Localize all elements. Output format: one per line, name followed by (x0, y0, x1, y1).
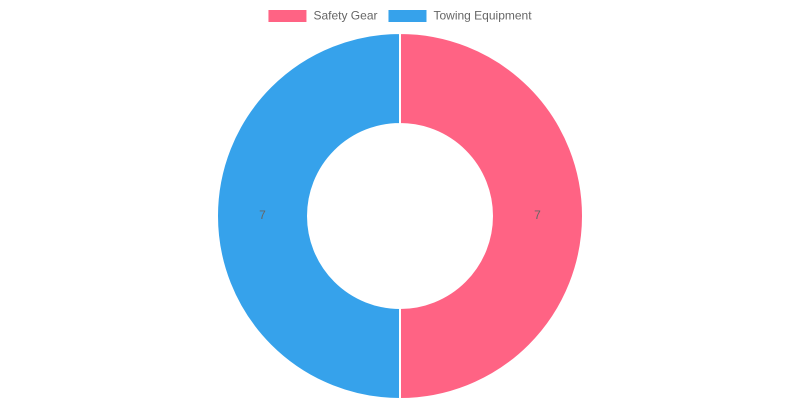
legend-swatch (388, 10, 427, 22)
data-label: 7 (259, 208, 266, 222)
data-label: 7 (534, 208, 541, 222)
legend-label: Safety Gear (313, 9, 377, 23)
slice (399, 31, 584, 400)
legend: Safety Gear Towing Equipment (268, 9, 532, 23)
slice (216, 31, 401, 400)
legend-label: Towing Equipment (433, 9, 532, 23)
legend-swatch (268, 10, 307, 22)
